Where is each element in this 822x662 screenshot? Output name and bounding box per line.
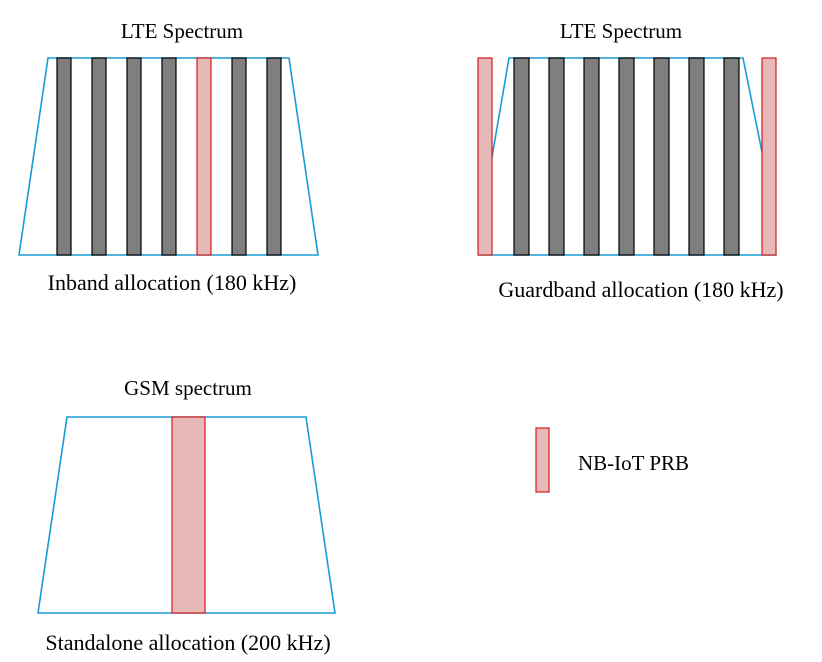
inband-prb-group xyxy=(56,57,282,256)
guardband-nbiot-prb-right xyxy=(761,57,777,256)
guardband-lte-prb xyxy=(513,57,530,256)
inband-nbiot-prb xyxy=(196,57,212,256)
standalone-panel: GSM spectrum Standalone allocation (200 … xyxy=(37,376,336,655)
guardband-lte-prb xyxy=(583,57,600,256)
standalone-title: GSM spectrum xyxy=(124,376,252,400)
inband-panel: LTE Spectrum Inband allocation (180 kHz) xyxy=(18,19,319,295)
guardband-title: LTE Spectrum xyxy=(560,19,682,43)
guardband-panel: LTE Spectrum Guardband allocation (180 k… xyxy=(477,19,784,302)
standalone-caption: Standalone allocation (200 kHz) xyxy=(45,630,330,655)
inband-title: LTE Spectrum xyxy=(121,19,243,43)
inband-lte-prb xyxy=(266,57,282,256)
legend: NB-IoT PRB xyxy=(535,427,689,493)
inband-lte-prb xyxy=(231,57,247,256)
guardband-lte-prb xyxy=(723,57,740,256)
inband-lte-prb xyxy=(91,57,107,256)
guardband-caption: Guardband allocation (180 kHz) xyxy=(498,277,783,302)
inband-caption: Inband allocation (180 kHz) xyxy=(48,270,297,295)
standalone-nbiot-prb xyxy=(171,416,206,614)
inband-lte-prb xyxy=(126,57,142,256)
guardband-prb-group xyxy=(477,57,777,256)
gsm-spectrum-outline xyxy=(37,416,336,614)
inband-lte-prb xyxy=(56,57,72,256)
guardband-lte-prb xyxy=(653,57,670,256)
standalone-prb-group xyxy=(171,416,206,614)
guardband-lte-prb xyxy=(688,57,705,256)
legend-nbiot-swatch xyxy=(535,427,550,493)
guardband-lte-prb xyxy=(618,57,635,256)
legend-label: NB-IoT PRB xyxy=(578,451,689,475)
inband-lte-prb xyxy=(161,57,177,256)
guardband-nbiot-prb-left xyxy=(477,57,493,256)
guardband-lte-prb xyxy=(548,57,565,256)
